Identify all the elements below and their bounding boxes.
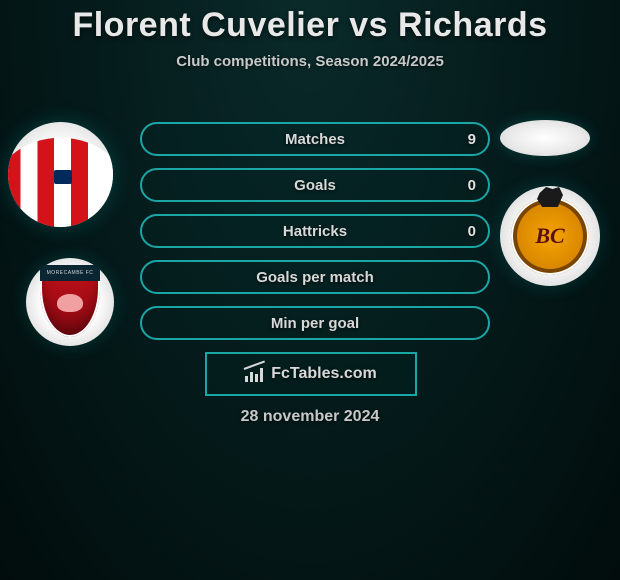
subtitle: Club competitions, Season 2024/2025 [0,53,620,70]
stat-row: Matches 9 [140,122,490,156]
stat-row: Goals per match [140,260,490,294]
jersey-icon [8,122,113,227]
stat-row: Goals 0 [140,168,490,202]
stat-right-value: 0 [468,170,476,200]
brand-box: FcTables.com [205,352,417,396]
club-left-badge: MORECAMBE FC [26,258,114,346]
stat-label: Matches [285,131,345,148]
shield-icon: MORECAMBE FC [40,267,100,337]
stat-row: Min per goal [140,306,490,340]
stat-right-value: 0 [468,216,476,246]
player-right-avatar [500,120,590,156]
stat-label: Goals per match [256,269,374,286]
stat-label: Goals [294,177,336,194]
player-left-avatar [8,122,113,227]
shield-text: MORECAMBE FC [40,265,100,281]
bc-badge-icon: BC [511,197,589,275]
brand-label: FcTables.com [271,365,377,383]
stat-label: Hattricks [283,223,347,240]
stat-row: Hattricks 0 [140,214,490,248]
stat-label: Min per goal [271,315,359,332]
bc-badge-text: BC [535,223,564,249]
stat-right-value: 9 [468,124,476,154]
page-title: Florent Cuvelier vs Richards [0,0,620,45]
date-label: 28 november 2024 [0,408,620,426]
stats-panel: Matches 9 Goals 0 Hattricks 0 Goals per … [140,122,490,352]
club-right-badge: BC [500,186,600,286]
chart-icon [245,366,265,382]
